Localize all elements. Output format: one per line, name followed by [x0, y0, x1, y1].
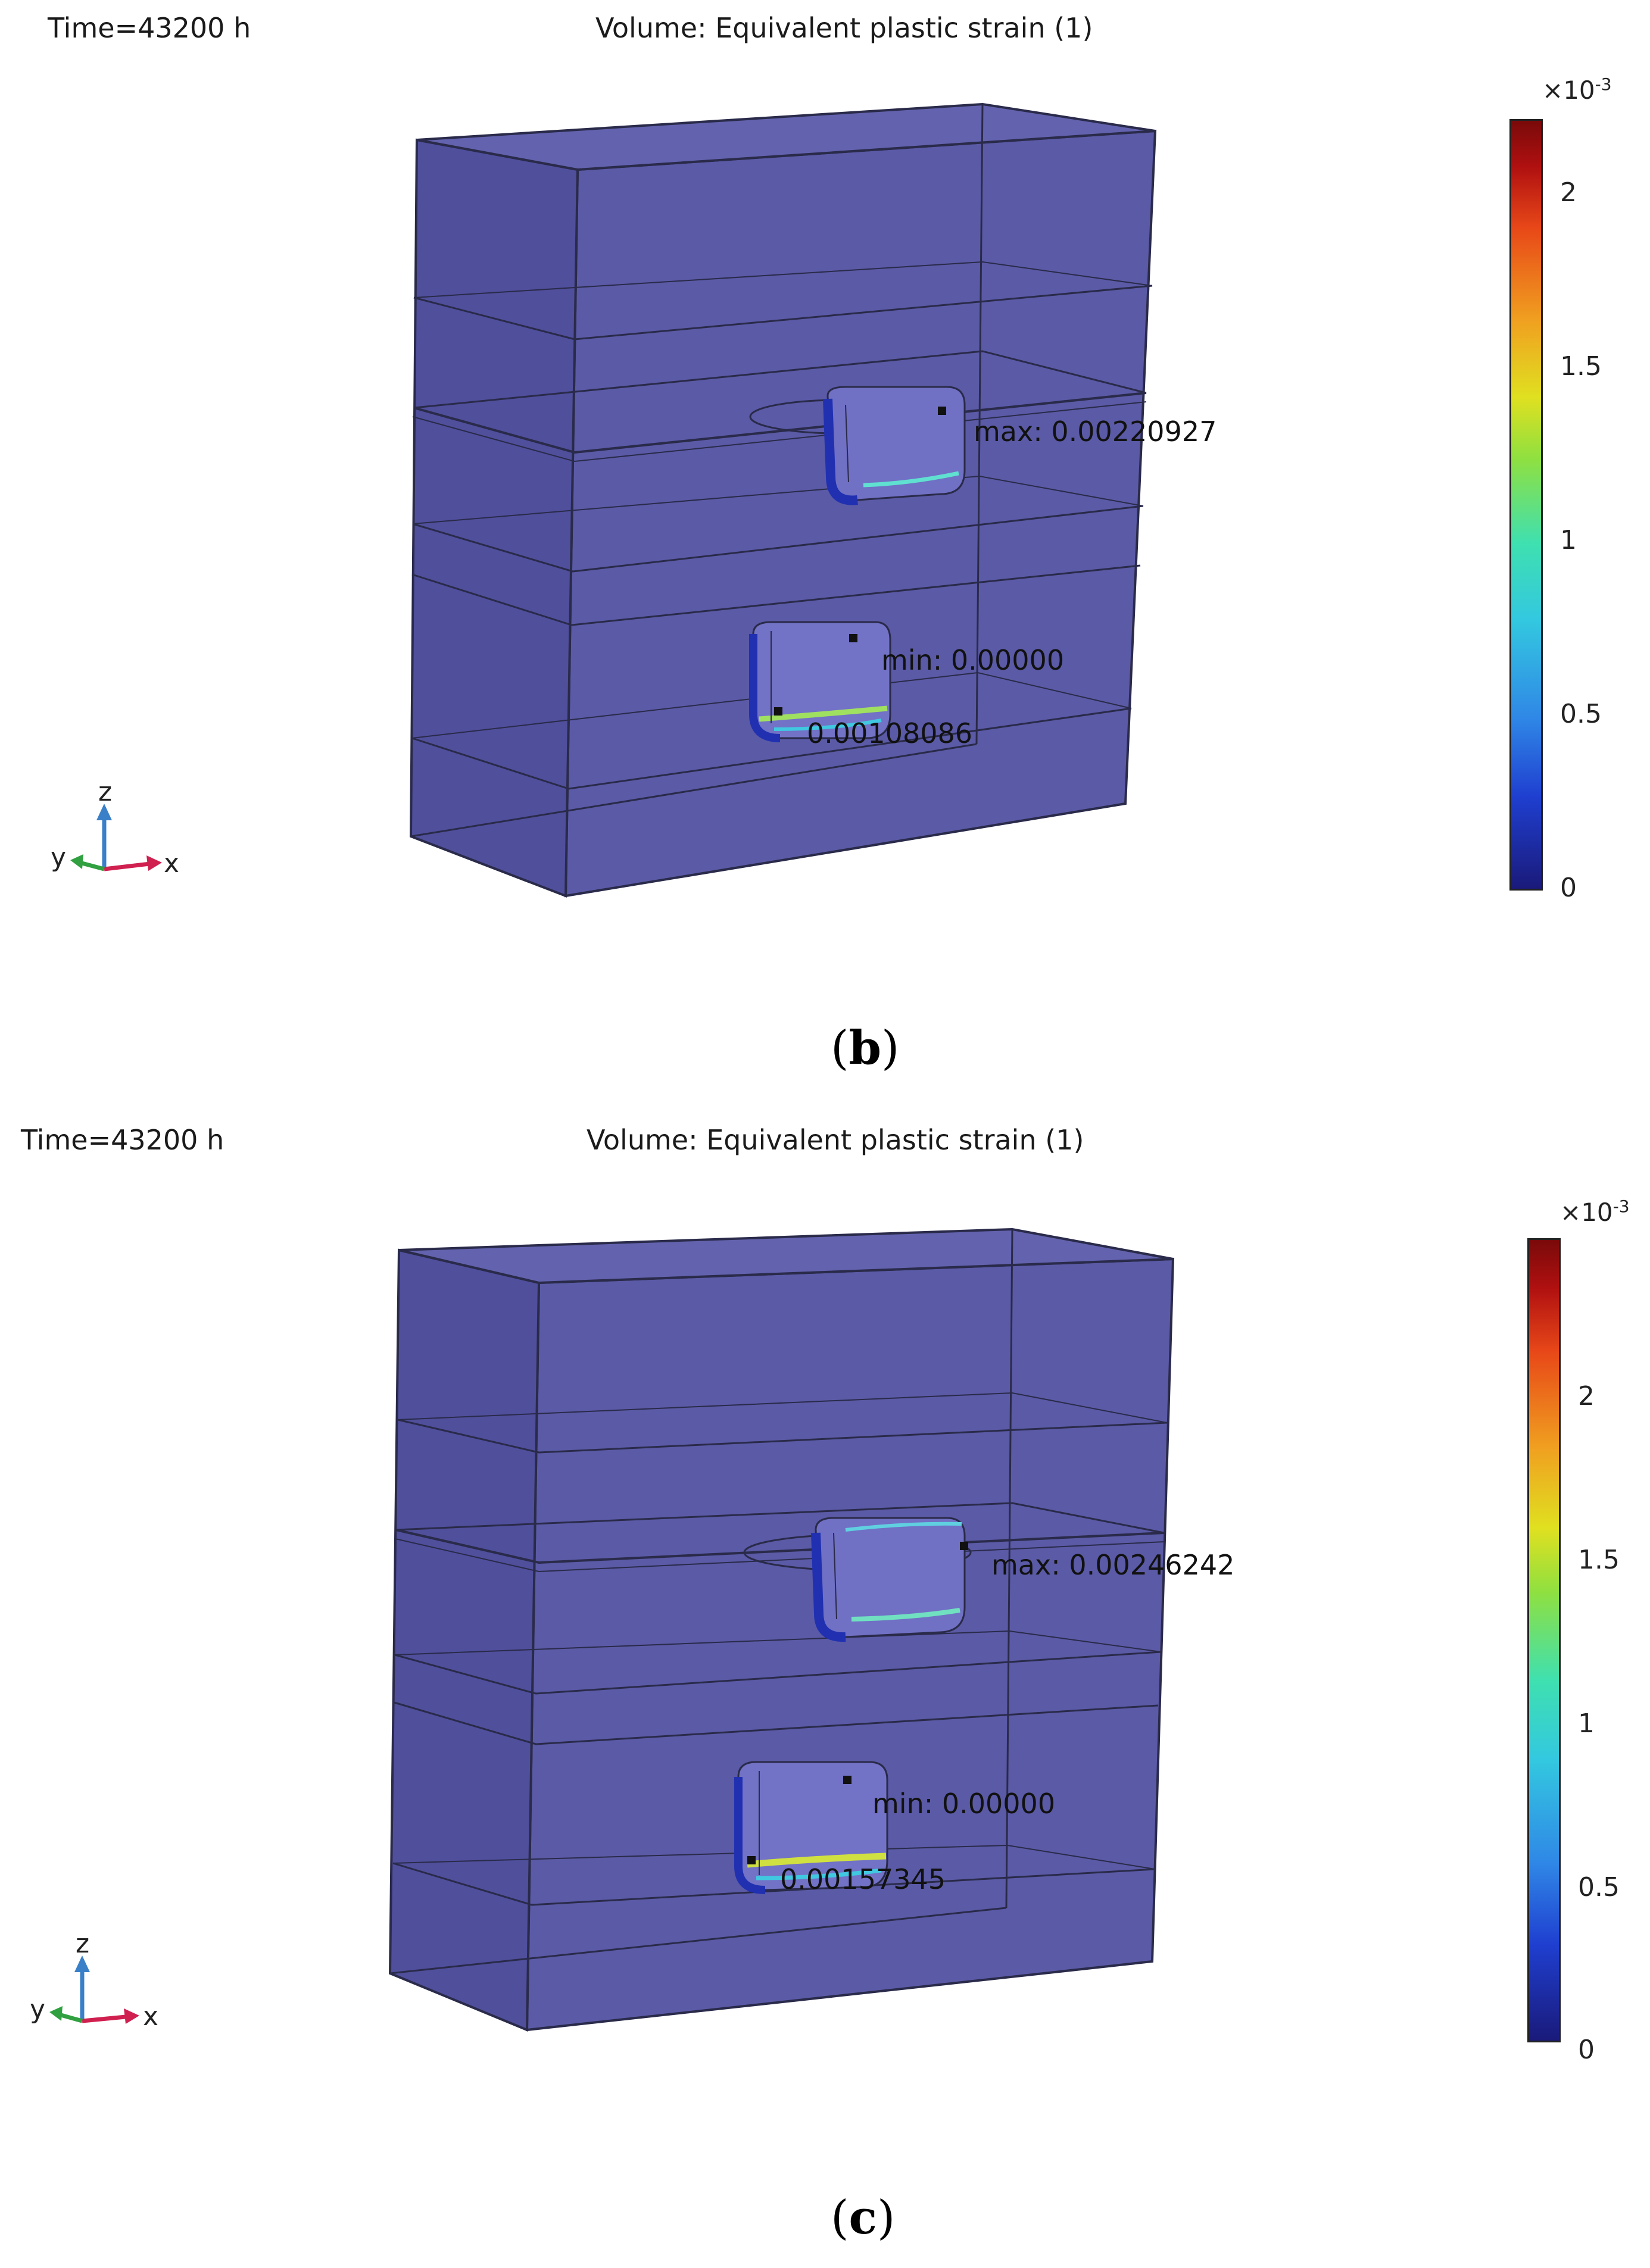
time-label: Time=43200 h — [48, 12, 251, 44]
max-annotation: max: 0.00246242 — [991, 1549, 1235, 1581]
axis-label-z: z — [98, 777, 113, 807]
figure-panel-b: Time=43200 h Volume: Equivalent plastic … — [0, 0, 1650, 1131]
block-left-face — [409, 138, 579, 898]
block-left-face — [388, 1248, 541, 2032]
block-model-c — [49, 1227, 1175, 2032]
axis-label-x: x — [164, 848, 180, 879]
axis-triad-b — [70, 804, 162, 871]
block-front-face — [525, 1257, 1175, 2032]
colorbar-tick: 0 — [1578, 2035, 1595, 2065]
figure-panel-c: Time=43200 h Volume: Equivalent plastic … — [0, 1113, 1650, 2268]
time-label: Time=43200 h — [21, 1124, 224, 1156]
plot-title: Volume: Equivalent plastic strain (1) — [587, 1124, 1084, 1156]
max-annotation: max: 0.00220927 — [974, 416, 1217, 448]
colorbar-tick: 1.5 — [1560, 351, 1602, 382]
axis-label-z: z — [76, 1929, 90, 1959]
colorbar-tick: 0.5 — [1560, 699, 1602, 729]
colorbar-tick: 0.5 — [1578, 1872, 1620, 1903]
min-annotation: min: 0.00000 — [872, 1788, 1056, 1820]
axis-label-y: y — [51, 842, 67, 873]
block-front-face — [564, 129, 1157, 898]
axis-label-x: x — [143, 2001, 159, 2032]
panel-label-c: (c) — [831, 2191, 896, 2245]
colorbar — [1527, 1238, 1561, 2042]
colorbar-multiplier: ×10-3 — [1560, 1197, 1630, 1227]
axis-label-y: y — [30, 1994, 46, 2025]
colorbar-multiplier: ×10-3 — [1542, 74, 1612, 105]
value-annotation: 0.00157345 — [780, 1863, 946, 1895]
panel-label-b: (b) — [831, 1021, 900, 1075]
colorbar — [1509, 119, 1543, 891]
plot-title: Volume: Equivalent plastic strain (1) — [595, 12, 1093, 44]
block-top-face — [398, 1227, 1174, 1285]
colorbar-tick: 0 — [1560, 873, 1577, 903]
colorbar-tick: 2 — [1560, 177, 1577, 208]
colorbar-tick: 1.5 — [1578, 1545, 1620, 1575]
colorbar-tick: 1 — [1560, 525, 1577, 555]
colorbar-tick: 1 — [1578, 1708, 1595, 1739]
block-top-face — [416, 102, 1156, 171]
block-model-b — [70, 102, 1157, 898]
colorbar-tick: 2 — [1578, 1381, 1595, 1411]
value-annotation: 0.00108086 — [807, 717, 973, 749]
min-annotation: min: 0.00000 — [881, 644, 1065, 676]
axis-triad-c — [49, 1955, 139, 2024]
